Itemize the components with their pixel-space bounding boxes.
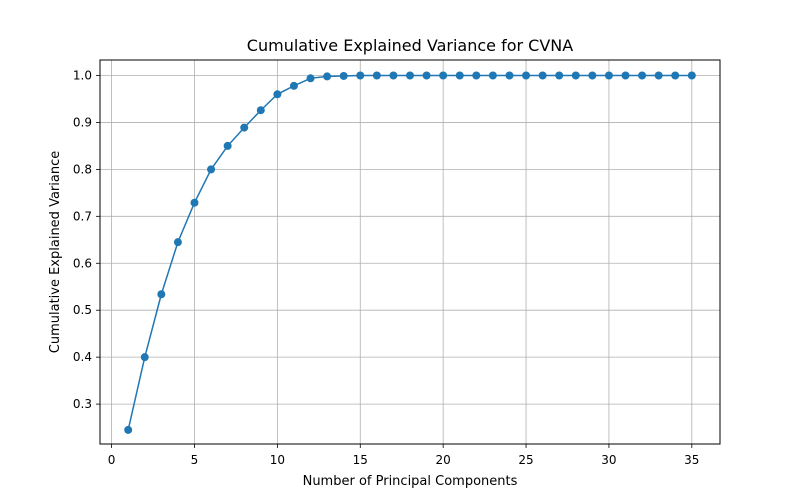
tick-layer: 0 5 10 15 20 25 30 35 0.3 0.4 0.5 0.6 0.7 0.8 0.9 1.0 [73, 68, 700, 467]
x-tick-label: 20 [436, 453, 451, 467]
data-point [588, 71, 597, 80]
data-point [190, 198, 199, 207]
data-point [522, 71, 531, 80]
y-tick-label: 0.3 [73, 397, 92, 411]
y-tick-label: 1.0 [73, 68, 92, 82]
y-axis-label: Cumulative Explained Variance [48, 151, 63, 353]
data-point [323, 72, 332, 81]
data-point [207, 165, 216, 174]
data-point [157, 290, 166, 299]
series-layer [124, 71, 696, 434]
y-tick-label: 0.4 [73, 350, 92, 364]
data-point [289, 81, 298, 90]
x-tick-label: 30 [601, 453, 616, 467]
data-point [124, 425, 133, 434]
y-tick-label: 0.6 [73, 256, 92, 270]
data-point [406, 71, 414, 80]
data-point [356, 71, 365, 80]
x-tick-label: 15 [353, 453, 368, 467]
data-point [223, 141, 232, 150]
x-tick-label: 35 [684, 453, 699, 467]
data-point [555, 71, 564, 80]
y-tick-label: 0.8 [73, 162, 92, 176]
data-point [173, 238, 182, 247]
data-point [240, 123, 249, 132]
data-point [571, 71, 580, 80]
data-point [140, 353, 149, 362]
data-point [488, 71, 497, 80]
data-point [455, 71, 464, 80]
y-tick-label: 0.7 [73, 209, 92, 223]
x-tick-label: 0 [108, 453, 116, 467]
x-axis-label: Number of Principal Components [303, 474, 518, 489]
data-point [339, 71, 348, 80]
grid-layer [100, 60, 720, 444]
series-line [127, 74, 692, 431]
data-point [472, 71, 481, 80]
data-point [256, 106, 265, 115]
data-point [654, 71, 663, 80]
data-point [306, 74, 315, 83]
data-point [638, 71, 647, 80]
x-tick-label: 25 [518, 453, 533, 467]
chart-title: Cumulative Explained Variance for CVNA [247, 36, 573, 55]
data-point [538, 71, 547, 80]
y-tick-label: 0.9 [73, 115, 92, 129]
x-tick-label: 10 [270, 453, 285, 467]
data-point [439, 71, 448, 80]
data-point [372, 71, 381, 80]
data-point [604, 71, 613, 80]
x-tick-label: 5 [191, 453, 199, 467]
data-point [422, 71, 431, 80]
data-point [389, 71, 398, 80]
data-point [687, 71, 696, 80]
data-point [621, 71, 630, 80]
plot-frame [99, 59, 721, 445]
data-point [671, 71, 680, 80]
y-tick-label: 0.5 [73, 303, 92, 317]
data-point [505, 71, 514, 80]
data-point [273, 90, 282, 99]
